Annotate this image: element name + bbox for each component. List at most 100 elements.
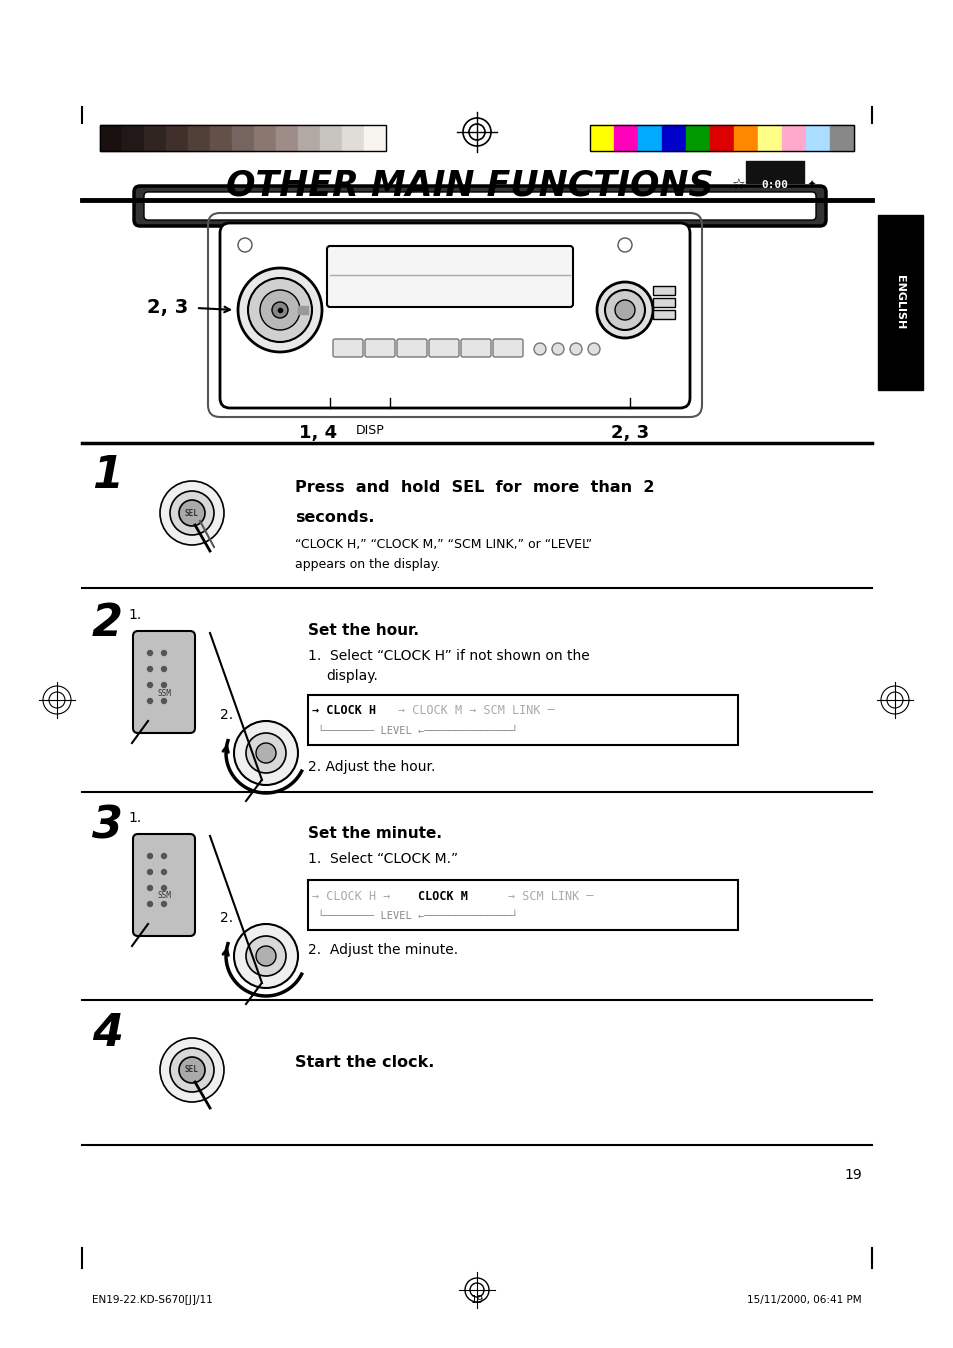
- Text: 15/11/2000, 06:41 PM: 15/11/2000, 06:41 PM: [746, 1295, 862, 1305]
- Bar: [330, 255, 559, 266]
- Text: SSM: SSM: [157, 689, 171, 697]
- Circle shape: [260, 290, 299, 330]
- FancyBboxPatch shape: [365, 338, 395, 357]
- Bar: [210, 125, 232, 151]
- Circle shape: [161, 682, 167, 687]
- Text: → CLOCK H: → CLOCK H: [312, 705, 375, 717]
- Text: 2. Adjust the hour.: 2. Adjust the hour.: [308, 760, 435, 774]
- Circle shape: [272, 302, 288, 318]
- Bar: [781, 125, 805, 151]
- Circle shape: [552, 342, 563, 355]
- Bar: [364, 125, 386, 151]
- Bar: [652, 298, 675, 307]
- Bar: [297, 306, 308, 314]
- Bar: [166, 125, 188, 151]
- Text: Start the clock.: Start the clock.: [294, 1055, 434, 1070]
- Text: Set the minute.: Set the minute.: [308, 826, 441, 841]
- Circle shape: [170, 491, 213, 535]
- Text: 4: 4: [91, 1011, 123, 1054]
- Text: SSM: SSM: [157, 891, 171, 900]
- Bar: [122, 125, 144, 151]
- Circle shape: [179, 1057, 205, 1082]
- Text: 2, 3: 2, 3: [147, 298, 188, 318]
- Bar: [709, 125, 733, 151]
- Circle shape: [255, 743, 275, 763]
- Circle shape: [161, 666, 167, 671]
- Text: display.: display.: [326, 669, 377, 683]
- Circle shape: [161, 902, 167, 906]
- FancyBboxPatch shape: [133, 186, 825, 226]
- Text: 2.: 2.: [220, 708, 233, 723]
- Circle shape: [246, 936, 286, 976]
- Circle shape: [161, 869, 167, 875]
- Circle shape: [160, 481, 224, 545]
- Text: “CLOCK H,” “CLOCK M,” “SCM LINK,” or “LEVEL”: “CLOCK H,” “CLOCK M,” “SCM LINK,” or “LE…: [294, 538, 592, 551]
- Circle shape: [255, 946, 275, 967]
- Circle shape: [604, 290, 644, 330]
- Bar: [589, 125, 853, 151]
- Text: SEL: SEL: [185, 508, 199, 518]
- Text: 1.: 1.: [128, 608, 141, 621]
- Text: 0:00: 0:00: [760, 181, 788, 190]
- Bar: [100, 125, 386, 151]
- Text: Set the hour.: Set the hour.: [308, 623, 418, 638]
- Text: SEL: SEL: [185, 1065, 199, 1074]
- Text: ☆: ☆: [731, 178, 744, 193]
- FancyBboxPatch shape: [493, 338, 522, 357]
- Bar: [100, 125, 122, 151]
- Text: ✦: ✦: [807, 181, 815, 190]
- Text: ENGLISH: ENGLISH: [894, 275, 904, 329]
- Circle shape: [148, 698, 152, 704]
- Circle shape: [587, 342, 599, 355]
- Text: 19: 19: [470, 1295, 483, 1305]
- Circle shape: [148, 666, 152, 671]
- Circle shape: [233, 721, 297, 785]
- Text: Press  and  hold  SEL  for  more  than  2: Press and hold SEL for more than 2: [294, 480, 654, 495]
- Bar: [589, 125, 614, 151]
- Text: 1.: 1.: [128, 811, 141, 825]
- Bar: [652, 310, 675, 319]
- Circle shape: [534, 342, 545, 355]
- Bar: [341, 125, 364, 151]
- Text: OTHER MAIN FUNCTIONS: OTHER MAIN FUNCTIONS: [226, 168, 713, 202]
- Circle shape: [148, 651, 152, 655]
- Bar: [188, 125, 210, 151]
- Text: seconds.: seconds.: [294, 510, 375, 524]
- FancyBboxPatch shape: [460, 338, 491, 357]
- Bar: [308, 696, 738, 745]
- Circle shape: [161, 698, 167, 704]
- Bar: [661, 125, 685, 151]
- Bar: [652, 286, 675, 295]
- Text: 19: 19: [843, 1167, 862, 1182]
- FancyBboxPatch shape: [429, 338, 458, 357]
- Bar: [733, 125, 758, 151]
- Circle shape: [179, 500, 205, 526]
- Text: 2: 2: [91, 601, 123, 644]
- Circle shape: [161, 651, 167, 655]
- Circle shape: [246, 733, 286, 772]
- Bar: [144, 125, 166, 151]
- Bar: [319, 125, 341, 151]
- Bar: [275, 125, 297, 151]
- FancyBboxPatch shape: [327, 245, 573, 307]
- Bar: [829, 125, 853, 151]
- Text: 1.  Select “CLOCK H” if not shown on the: 1. Select “CLOCK H” if not shown on the: [308, 648, 589, 663]
- Bar: [297, 125, 319, 151]
- Text: └──────── LEVEL ←──────────────┘: └──────── LEVEL ←──────────────┘: [317, 727, 517, 736]
- Bar: [877, 214, 923, 390]
- Bar: [805, 125, 829, 151]
- Text: CLOCK M: CLOCK M: [417, 890, 467, 903]
- Circle shape: [237, 268, 322, 352]
- Bar: [745, 160, 803, 183]
- Circle shape: [148, 682, 152, 687]
- Bar: [308, 880, 738, 930]
- Circle shape: [170, 1047, 213, 1092]
- Text: 2.  Adjust the minute.: 2. Adjust the minute.: [308, 944, 457, 957]
- Text: DISP: DISP: [355, 425, 384, 437]
- Circle shape: [597, 282, 652, 338]
- Text: appears on the display.: appears on the display.: [294, 558, 440, 572]
- Bar: [614, 125, 638, 151]
- Circle shape: [148, 869, 152, 875]
- Circle shape: [569, 342, 581, 355]
- Text: 2.: 2.: [220, 911, 233, 925]
